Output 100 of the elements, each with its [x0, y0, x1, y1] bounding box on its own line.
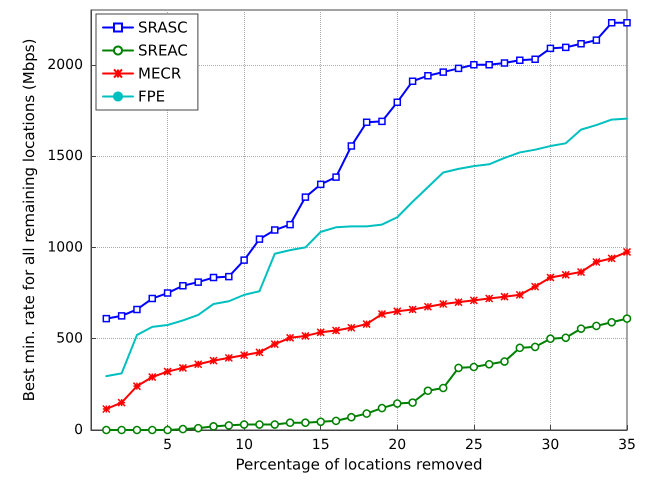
point — [546, 273, 555, 282]
point — [622, 314, 632, 323]
point — [332, 173, 340, 181]
point — [178, 364, 188, 372]
point — [163, 426, 172, 434]
point — [378, 404, 386, 412]
point — [179, 282, 187, 290]
point — [118, 312, 126, 320]
point — [102, 426, 111, 434]
x-tick-label: 35 — [618, 437, 636, 453]
point — [438, 300, 448, 308]
point — [562, 334, 570, 342]
point — [178, 424, 188, 434]
point — [210, 274, 218, 282]
point — [408, 77, 416, 85]
point — [224, 354, 234, 362]
point — [286, 220, 294, 228]
point — [623, 19, 631, 27]
point — [424, 302, 432, 311]
line-series — [105, 118, 628, 378]
y-axis-title: Best min. rate for all remaining locations (Mbps) — [20, 38, 38, 402]
point — [286, 334, 294, 342]
legend-label: SRASC — [138, 18, 188, 36]
point — [500, 59, 508, 67]
point — [240, 256, 248, 264]
point — [225, 272, 233, 280]
point — [148, 294, 156, 302]
point — [362, 409, 371, 418]
point — [362, 118, 370, 126]
point — [163, 367, 172, 376]
point — [148, 372, 157, 382]
point — [530, 342, 540, 352]
point — [562, 44, 570, 52]
point — [316, 418, 325, 426]
point — [256, 235, 264, 243]
point — [332, 326, 340, 335]
point — [362, 320, 371, 328]
point — [194, 360, 202, 369]
point — [607, 318, 616, 327]
point — [270, 340, 280, 348]
point — [302, 193, 310, 201]
point — [530, 282, 540, 291]
y-tick-label: 500 — [56, 330, 83, 347]
x-tick-label: 15 — [312, 437, 330, 453]
y-tick-label: 1000 — [47, 239, 83, 256]
point — [454, 298, 463, 306]
point — [347, 323, 356, 332]
point — [561, 270, 570, 280]
legend-label: SREAC — [138, 42, 188, 60]
y-tick-label: 2000 — [47, 56, 83, 73]
point — [454, 64, 462, 72]
point — [408, 398, 417, 407]
point — [209, 356, 218, 365]
point — [301, 418, 310, 427]
point — [516, 56, 524, 64]
point — [209, 422, 218, 431]
point — [592, 36, 600, 44]
point — [301, 332, 310, 340]
point — [240, 420, 248, 429]
point — [576, 324, 586, 333]
point — [485, 61, 493, 69]
point — [378, 310, 386, 318]
point — [608, 19, 616, 27]
point — [484, 294, 494, 303]
point — [378, 118, 386, 126]
point — [164, 289, 172, 297]
point — [439, 68, 447, 76]
point — [592, 322, 601, 330]
point — [255, 348, 264, 357]
point — [332, 416, 340, 426]
point — [576, 268, 586, 276]
point — [102, 314, 110, 322]
point — [577, 40, 585, 48]
point — [132, 382, 142, 390]
point — [348, 142, 356, 150]
x-tick-label: 10 — [235, 437, 254, 453]
point — [316, 328, 325, 337]
legend-label: MECR — [138, 64, 182, 82]
point — [500, 292, 509, 301]
point — [194, 424, 202, 432]
point — [516, 344, 524, 352]
point — [393, 307, 402, 316]
x-tick-label: 20 — [388, 437, 406, 453]
point — [271, 226, 279, 234]
point — [424, 386, 432, 395]
point — [117, 426, 126, 434]
point — [531, 56, 539, 64]
point — [546, 334, 555, 343]
x-tick-label: 30 — [542, 437, 560, 453]
y-tick-label: 1500 — [47, 148, 83, 164]
point — [347, 412, 356, 422]
legend-label: FPE — [138, 88, 166, 106]
point — [133, 306, 141, 314]
point — [316, 180, 324, 188]
x-axis-title: Percentage of locations removed — [236, 455, 482, 474]
point — [240, 350, 248, 360]
point — [270, 420, 280, 429]
point — [607, 254, 616, 263]
point — [194, 278, 202, 286]
point — [470, 61, 478, 69]
